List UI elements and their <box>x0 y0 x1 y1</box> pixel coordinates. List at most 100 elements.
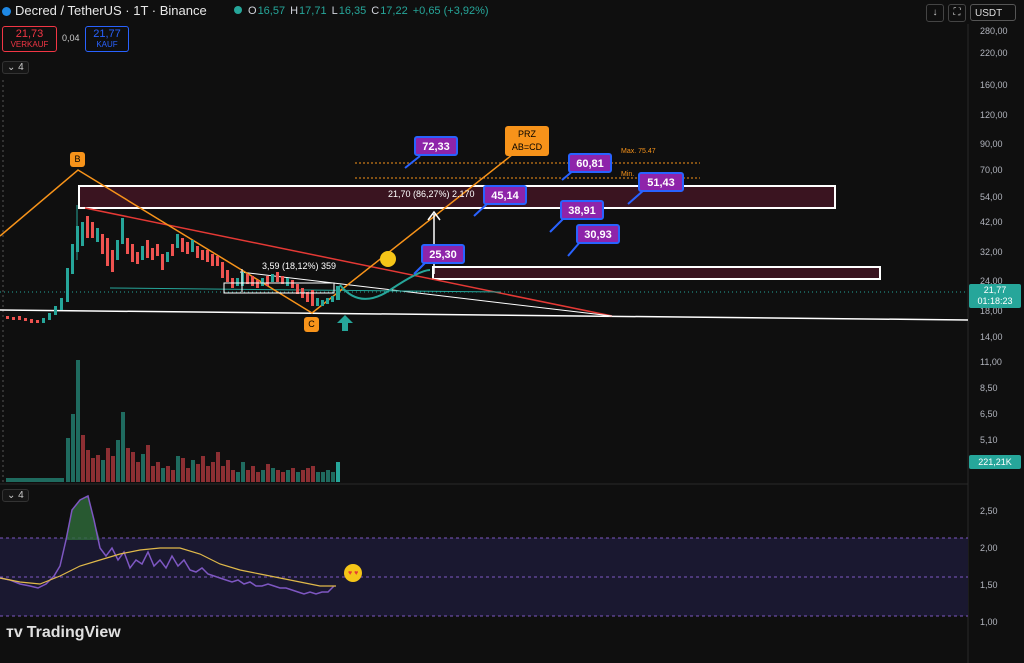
candle <box>181 238 184 252</box>
target-30-text: 30,93 <box>584 229 612 241</box>
price-tick: 90,00 <box>980 139 1003 149</box>
consolidation-box[interactable] <box>223 282 335 294</box>
osc-tick: 2,00 <box>980 543 998 553</box>
target-label-60[interactable]: 60,81 <box>568 153 612 173</box>
callout-pointer <box>567 241 581 257</box>
buy-button[interactable]: 21,77 KAUF <box>85 26 129 52</box>
price-tick: 11,00 <box>980 357 1002 367</box>
target-label-72[interactable]: 72,33 <box>414 136 458 156</box>
candle <box>326 298 329 304</box>
candle <box>316 298 319 306</box>
osc-tick: 1,50 <box>980 580 998 590</box>
candle <box>201 250 204 260</box>
cd-projection <box>311 146 523 314</box>
prz-line2: AB=CD <box>511 142 543 152</box>
emoji-heart-eyes-icon <box>344 564 362 582</box>
volume-bar <box>86 450 90 482</box>
volume-bar <box>336 462 340 482</box>
candle <box>296 284 299 294</box>
support-zone-box[interactable] <box>432 266 881 280</box>
close-value: 17,22 <box>380 5 408 17</box>
candle <box>221 262 224 278</box>
spread-value: 0,04 <box>62 33 80 43</box>
market-status-icon <box>234 6 242 14</box>
target-label-25[interactable]: 25,30 <box>421 244 465 264</box>
callout-pointer <box>627 189 645 205</box>
descending-trendline[interactable] <box>84 207 613 317</box>
candle <box>321 300 324 306</box>
wedge-line[interactable] <box>239 271 613 317</box>
point-c-label[interactable]: C <box>304 317 319 332</box>
candle <box>106 238 109 266</box>
volume-bar <box>221 466 225 482</box>
oscillator-axis[interactable]: 2,50 2,00 1,50 1,00 <box>968 484 1024 634</box>
volume-bar <box>196 464 200 482</box>
target-label-45[interactable]: 45,14 <box>483 185 527 205</box>
volume-bar <box>76 360 80 482</box>
point-b-label[interactable]: B <box>70 152 85 167</box>
sell-price: 21,73 <box>15 28 44 40</box>
volume-bar <box>276 470 280 482</box>
volume-bar <box>146 445 150 482</box>
close-label: C <box>371 5 380 17</box>
prz-label[interactable]: PRZ AB=CD <box>505 126 549 156</box>
volume-bar <box>331 472 335 482</box>
volume-bar <box>151 466 155 482</box>
exchange-logo-icon <box>2 7 11 16</box>
symbol-title[interactable]: Decred / TetherUS · 1T · Binance <box>2 3 207 18</box>
volume-bar <box>316 472 320 482</box>
collapse-chevron-icon: ⌄ <box>7 490 19 501</box>
tradingview-logo[interactable]: ᴛᴠ TradingView <box>6 624 121 642</box>
prz-min-label: Min. <box>621 171 635 178</box>
candle <box>236 278 239 286</box>
buy-signal-arrow-icon <box>337 315 353 331</box>
price-axis[interactable]: 280,00 220,00 160,00 120,00 90,00 70,00 … <box>968 24 1024 484</box>
arrow-head-icon <box>427 210 441 221</box>
candles <box>6 205 340 323</box>
ohlc-readout: O16,57 H17,71 L16,35 C17,22 +0,65 (+3,92%) <box>234 5 489 17</box>
candle <box>86 216 89 238</box>
volume-bar <box>206 466 210 482</box>
candle <box>196 246 199 258</box>
candle-countdown: 01:18:23 <box>977 296 1013 306</box>
candle <box>96 228 99 242</box>
volume-tag: 221,21K <box>969 455 1021 469</box>
candle <box>276 272 279 282</box>
lower-trendline[interactable] <box>0 309 969 321</box>
target-label-38[interactable]: 38,91 <box>560 200 604 220</box>
fullscreen-icon[interactable]: ⛶ <box>948 4 966 22</box>
candle <box>166 252 169 262</box>
candle <box>101 234 104 254</box>
volume-bar <box>261 470 265 482</box>
currency-select[interactable]: USDT <box>970 4 1016 21</box>
volume-bar <box>186 468 190 482</box>
scroll-down-icon[interactable]: ↓ <box>926 4 944 22</box>
rsi-line <box>0 494 335 595</box>
target-51-text: 51,43 <box>647 177 675 189</box>
prz-line1: PRZ <box>518 129 536 139</box>
price-tick: 6,50 <box>980 409 998 419</box>
indicators-toggle-sub[interactable]: ⌄ 4 <box>2 489 29 502</box>
sell-button[interactable]: 21,73 VERKAUF <box>2 26 57 52</box>
change-value: +0,65 (+3,92%) <box>412 5 489 17</box>
candle <box>286 278 289 286</box>
volume-bar <box>296 472 300 482</box>
candle <box>246 274 249 284</box>
measure-low-label: 3,59 (18,12%) 359 <box>262 261 337 271</box>
target-label-51[interactable]: 51,43 <box>638 172 684 192</box>
price-tick: 18,00 <box>980 306 1003 316</box>
volume-bar <box>256 472 260 482</box>
indicators-toggle-main[interactable]: ⌄ 4 <box>2 61 29 74</box>
candle <box>12 317 15 320</box>
volume-bar <box>321 472 325 482</box>
candle <box>256 280 259 288</box>
price-tick: 14,00 <box>980 332 1003 342</box>
emoji-heart-eyes-detail: ♥ ♥ <box>348 570 358 577</box>
volume-bar <box>266 464 270 482</box>
target-label-30[interactable]: 30,93 <box>576 224 620 244</box>
emoji-icon <box>380 251 396 267</box>
candle <box>91 222 94 238</box>
current-price-value: 21,77 <box>983 285 1007 295</box>
indicator-count-main: 4 <box>18 62 24 73</box>
